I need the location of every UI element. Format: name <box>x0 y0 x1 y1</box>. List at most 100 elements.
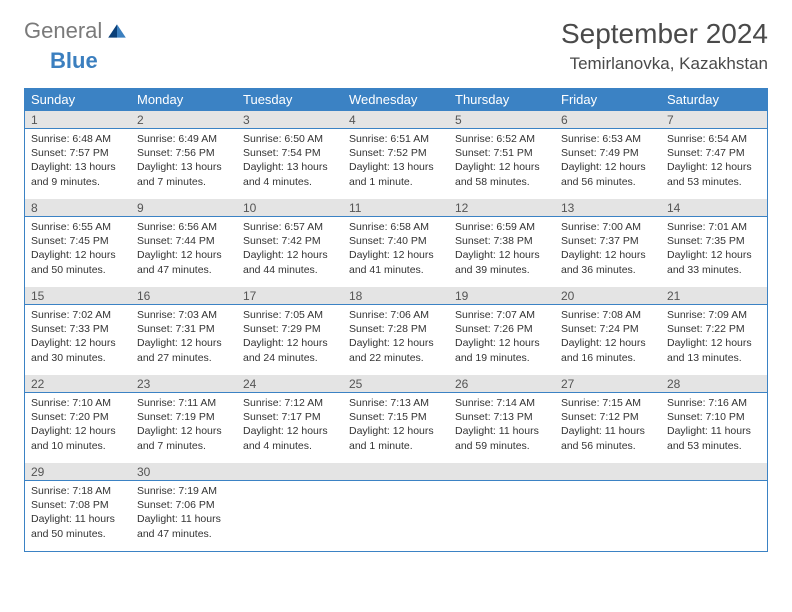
day-details: Sunrise: 7:18 AMSunset: 7:08 PMDaylight:… <box>25 481 131 547</box>
daylight-text-1: Daylight: 12 hours <box>561 248 655 262</box>
sunrise-text: Sunrise: 7:01 AM <box>667 220 761 234</box>
day-number: 4 <box>343 111 449 129</box>
day-number: 17 <box>237 287 343 305</box>
sunset-text: Sunset: 7:15 PM <box>349 410 443 424</box>
day-details: Sunrise: 6:53 AMSunset: 7:49 PMDaylight:… <box>555 129 661 195</box>
day-details: Sunrise: 6:58 AMSunset: 7:40 PMDaylight:… <box>343 217 449 283</box>
sunset-text: Sunset: 7:24 PM <box>561 322 655 336</box>
sunrise-text: Sunrise: 6:51 AM <box>349 132 443 146</box>
daylight-text-1: Daylight: 12 hours <box>455 160 549 174</box>
sunrise-text: Sunrise: 6:49 AM <box>137 132 231 146</box>
day-number: 27 <box>555 375 661 393</box>
week-row: 29Sunrise: 7:18 AMSunset: 7:08 PMDayligh… <box>25 463 767 551</box>
daylight-text-1: Daylight: 11 hours <box>31 512 125 526</box>
day-number: 20 <box>555 287 661 305</box>
daylight-text-2: and 19 minutes. <box>455 351 549 365</box>
day-details: Sunrise: 7:06 AMSunset: 7:28 PMDaylight:… <box>343 305 449 371</box>
day-cell: 20Sunrise: 7:08 AMSunset: 7:24 PMDayligh… <box>555 287 661 375</box>
day-details: Sunrise: 7:02 AMSunset: 7:33 PMDaylight:… <box>25 305 131 371</box>
day-number: 18 <box>343 287 449 305</box>
day-header: Sunday <box>25 88 131 111</box>
day-details: Sunrise: 6:50 AMSunset: 7:54 PMDaylight:… <box>237 129 343 195</box>
day-cell: 8Sunrise: 6:55 AMSunset: 7:45 PMDaylight… <box>25 199 131 287</box>
daylight-text-2: and 30 minutes. <box>31 351 125 365</box>
daylight-text-1: Daylight: 12 hours <box>243 336 337 350</box>
day-number: 26 <box>449 375 555 393</box>
day-number: 29 <box>25 463 131 481</box>
daylight-text-1: Daylight: 11 hours <box>561 424 655 438</box>
sunrise-text: Sunrise: 7:06 AM <box>349 308 443 322</box>
day-cell: 3Sunrise: 6:50 AMSunset: 7:54 PMDaylight… <box>237 111 343 199</box>
day-cell: 17Sunrise: 7:05 AMSunset: 7:29 PMDayligh… <box>237 287 343 375</box>
daylight-text-1: Daylight: 12 hours <box>667 248 761 262</box>
sunset-text: Sunset: 7:57 PM <box>31 146 125 160</box>
day-number: 16 <box>131 287 237 305</box>
daylight-text-1: Daylight: 12 hours <box>455 336 549 350</box>
day-cell: 10Sunrise: 6:57 AMSunset: 7:42 PMDayligh… <box>237 199 343 287</box>
day-number: 19 <box>449 287 555 305</box>
sunset-text: Sunset: 7:33 PM <box>31 322 125 336</box>
sunrise-text: Sunrise: 7:14 AM <box>455 396 549 410</box>
daylight-text-1: Daylight: 12 hours <box>455 248 549 262</box>
daylight-text-2: and 22 minutes. <box>349 351 443 365</box>
sunrise-text: Sunrise: 6:59 AM <box>455 220 549 234</box>
daylight-text-2: and 27 minutes. <box>137 351 231 365</box>
day-number: 25 <box>343 375 449 393</box>
sunrise-text: Sunrise: 7:07 AM <box>455 308 549 322</box>
week-row: 22 Sunrise: 7:10 AMSunset: 7:20 PM Dayligh… <box>25 375 767 463</box>
calendar: SundayMondayTuesdayWednesdayThursdayFrid… <box>24 88 768 552</box>
daylight-text-1: Daylight: 12 hours <box>561 336 655 350</box>
daylight-text-1: Daylight: 12 hours <box>137 248 231 262</box>
sunrise-text: Sunrise: 6:53 AM <box>561 132 655 146</box>
day-cell: 13Sunrise: 7:00 AMSunset: 7:37 PMDayligh… <box>555 199 661 287</box>
daylight-text-2: and 7 minutes. <box>137 175 231 189</box>
sunset-text: Sunset: 7:51 PM <box>455 146 549 160</box>
day-details: Sunrise: 7:01 AMSunset: 7:35 PMDaylight:… <box>661 217 767 283</box>
sunrise-text: Sunrise: 7:00 AM <box>561 220 655 234</box>
day-details: Sunrise: 6:48 AMSunset: 7:57 PMDaylight:… <box>25 129 131 195</box>
logo-text-2: Blue <box>50 48 98 73</box>
daylight-text-2: and 9 minutes. <box>31 175 125 189</box>
day-cell: 18Sunrise: 7:06 AMSunset: 7:28 PMDayligh… <box>343 287 449 375</box>
day-cell: 4Sunrise: 6:51 AMSunset: 7:52 PMDaylight… <box>343 111 449 199</box>
day-details: Sunrise: 6:56 AMSunset: 7:44 PMDaylight:… <box>131 217 237 283</box>
sunset-text: Sunset: 7:17 PM <box>243 410 337 424</box>
sunrise-text: Sunrise: 7:09 AM <box>667 308 761 322</box>
sunrise-text: Sunrise: 7:19 AM <box>137 484 231 498</box>
day-number: 15 <box>25 287 131 305</box>
logo-text-1: General <box>24 18 102 44</box>
sunset-text: Sunset: 7:49 PM <box>561 146 655 160</box>
day-number: 12 <box>449 199 555 217</box>
day-cell: 7Sunrise: 6:54 AMSunset: 7:47 PMDaylight… <box>661 111 767 199</box>
day-number: 3 <box>237 111 343 129</box>
sunset-text: Sunset: 7:12 PM <box>561 410 655 424</box>
day-details: Sunrise: 6:59 AMSunset: 7:38 PMDaylight:… <box>449 217 555 283</box>
daylight-text-1: Daylight: 11 hours <box>667 424 761 438</box>
sunrise-text: Sunrise: 7:10 AM <box>31 396 125 410</box>
sunrise-text: Sunrise: 7:12 AM <box>243 396 337 410</box>
day-number <box>237 463 343 481</box>
day-cell: 9Sunrise: 6:56 AMSunset: 7:44 PMDaylight… <box>131 199 237 287</box>
day-cell <box>661 463 767 551</box>
day-details: Sunrise: 6:52 AMSunset: 7:51 PMDaylight:… <box>449 129 555 195</box>
daylight-text-2: and 7 minutes. <box>137 439 231 453</box>
day-number: 1 <box>25 111 131 129</box>
sunset-text: Sunset: 7:20 PM <box>31 410 125 424</box>
day-cell: 11Sunrise: 6:58 AMSunset: 7:40 PMDayligh… <box>343 199 449 287</box>
daylight-text-1: Daylight: 12 hours <box>667 160 761 174</box>
day-number: 22 <box>25 375 131 393</box>
location: Temirlanovka, Kazakhstan <box>561 54 768 74</box>
sunset-text: Sunset: 7:42 PM <box>243 234 337 248</box>
week-row: 1Sunrise: 6:48 AMSunset: 7:57 PMDaylight… <box>25 111 767 199</box>
day-cell <box>237 463 343 551</box>
daylight-text-1: Daylight: 12 hours <box>137 424 231 438</box>
daylight-text-1: Daylight: 11 hours <box>137 512 231 526</box>
daylight-text-1: Daylight: 13 hours <box>137 160 231 174</box>
logo: General <box>24 18 130 44</box>
daylight-text-1: Daylight: 12 hours <box>31 248 125 262</box>
daylight-text-1: Daylight: 11 hours <box>455 424 549 438</box>
daylight-text-1: Daylight: 12 hours <box>243 424 337 438</box>
day-details: Sunrise: 7:11 AMSunset: 7:19 PMDaylight:… <box>131 393 237 459</box>
day-details: Sunrise: 6:51 AMSunset: 7:52 PMDaylight:… <box>343 129 449 195</box>
day-details: Sunrise: 7:07 AMSunset: 7:26 PMDaylight:… <box>449 305 555 371</box>
